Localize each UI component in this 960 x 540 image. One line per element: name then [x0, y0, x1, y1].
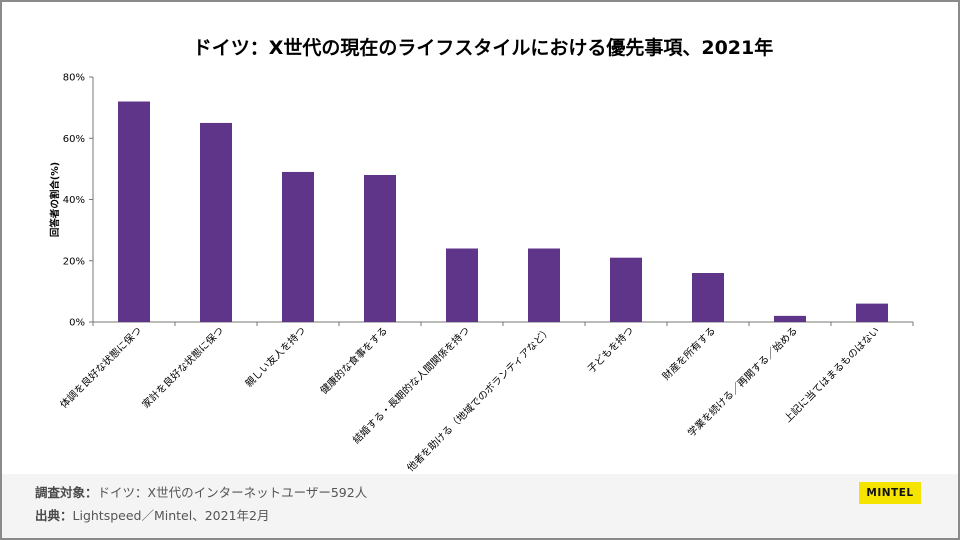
source-note: 出典：Lightspeed／Mintel、2021年2月: [35, 505, 269, 524]
survey-note: 調査対象：ドイツ：X世代のインターネットユーザー592人: [35, 482, 367, 501]
bar-4: [364, 175, 396, 322]
x-tick-label: 健康的な食事をする: [317, 324, 390, 397]
y-tick-label: 20%: [63, 256, 85, 267]
chart-title: ドイツ：X世代の現在のライフスタイルにおける優先事項、2021年: [193, 36, 774, 59]
bar-5: [446, 248, 478, 322]
bar-7: [610, 257, 642, 322]
y-axis-label: 回答者の割合(%): [49, 162, 61, 237]
x-tick-label: 他者を助ける（地域でのボランティアなど）: [404, 324, 554, 474]
x-tick-label: 子どもを持つ: [585, 324, 637, 376]
y-tick-label: 0%: [69, 318, 85, 329]
bar-6: [528, 248, 560, 322]
bar-10: [856, 303, 888, 322]
y-tick-label: 60%: [63, 134, 85, 145]
bar-chart: ドイツ：X世代の現在のライフスタイルにおける優先事項、2021年回答者の割合(%…: [49, 36, 914, 474]
y-tick-label: 80%: [63, 73, 85, 84]
bar-2: [200, 122, 232, 322]
x-tick-label: 上記に当てはまるものはない: [781, 324, 882, 425]
x-tick-label: 親しい友人を持つ: [242, 324, 308, 390]
bar-9: [774, 315, 806, 322]
mintel-logo: MINTEL: [859, 482, 921, 504]
x-tick-label: 体調を良好な状態に保つ: [57, 324, 144, 411]
chart-panel: ドイツ：X世代の現在のライフスタイルにおける優先事項、2021年回答者の割合(%…: [26, 24, 926, 474]
bar-3: [282, 171, 314, 322]
x-tick-label: 財産を所有する: [659, 324, 718, 383]
survey-value: ドイツ：X世代のインターネットユーザー592人: [97, 485, 368, 500]
x-tick-label: 家計を良好な状態に保つ: [139, 324, 226, 411]
source-value: Lightspeed／Mintel、2021年2月: [72, 508, 270, 523]
bar-8: [692, 273, 724, 322]
footer: 調査対象：ドイツ：X世代のインターネットユーザー592人 出典：Lightspe…: [2, 474, 958, 538]
source-label: 出典：: [35, 508, 73, 523]
y-tick-label: 40%: [63, 195, 85, 206]
survey-label: 調査対象：: [35, 485, 98, 500]
bar-1: [118, 101, 150, 322]
